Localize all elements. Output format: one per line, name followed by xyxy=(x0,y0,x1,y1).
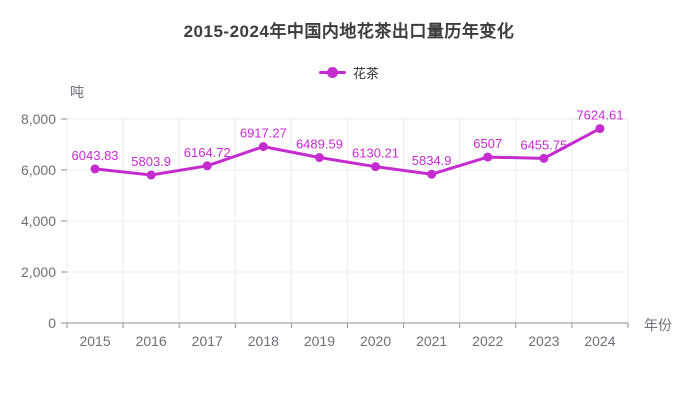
x-axis-tick-label: 2015 xyxy=(79,333,110,349)
x-axis-tick-label: 2017 xyxy=(192,333,223,349)
data-point[interactable] xyxy=(90,164,100,174)
data-label: 6455.75 xyxy=(520,137,567,152)
data-point[interactable] xyxy=(539,153,549,163)
y-axis-name: 吨 xyxy=(70,84,84,100)
y-axis-tick-label: 8,000 xyxy=(21,111,56,127)
x-axis-tick-label: 2022 xyxy=(472,333,503,349)
data-label: 6917.27 xyxy=(240,126,287,141)
data-label: 6507 xyxy=(473,136,502,151)
data-label: 6043.83 xyxy=(72,148,119,163)
y-axis-tick-label: 4,000 xyxy=(21,213,56,229)
data-label: 6164.72 xyxy=(184,145,231,160)
series-line xyxy=(93,127,602,177)
legend: 花茶 xyxy=(0,63,698,82)
data-point[interactable] xyxy=(371,162,381,172)
x-axis-tick-label: 2019 xyxy=(304,333,335,349)
x-axis-tick-label: 2021 xyxy=(416,333,447,349)
data-label: 6130.21 xyxy=(352,146,399,161)
data-label: 5834.9 xyxy=(412,153,452,168)
chart-title: 2015-2024年中国内地花茶出口量历年变化 xyxy=(183,22,515,41)
data-point[interactable] xyxy=(427,169,437,179)
data-point[interactable] xyxy=(202,161,212,171)
x-axis-tick-label: 2024 xyxy=(584,333,615,349)
data-point[interactable] xyxy=(146,170,156,180)
legend-dot-icon xyxy=(326,67,338,78)
data-label: 6489.59 xyxy=(296,137,343,152)
y-axis-tick-label: 0 xyxy=(48,315,56,331)
data-point[interactable] xyxy=(483,152,493,162)
legend-line-marker-icon xyxy=(318,67,346,78)
legend-item-flower-tea[interactable]: 花茶 xyxy=(318,63,379,82)
x-axis-tick-label: 2018 xyxy=(248,333,279,349)
data-point[interactable] xyxy=(595,124,605,134)
y-axis-tick-label: 6,000 xyxy=(21,162,56,178)
data-label: 5803.9 xyxy=(131,154,171,169)
x-axis-tick-label: 2023 xyxy=(528,333,559,349)
legend-label: 花茶 xyxy=(352,66,379,81)
x-axis-tick-label: 2016 xyxy=(136,333,167,349)
x-axis-name: 年份 xyxy=(644,317,672,333)
x-axis-tick-label: 2020 xyxy=(360,333,391,349)
data-label: 7624.61 xyxy=(576,108,623,123)
data-point[interactable] xyxy=(314,153,324,163)
data-point[interactable] xyxy=(258,142,268,152)
y-axis-tick-label: 2,000 xyxy=(21,264,56,280)
